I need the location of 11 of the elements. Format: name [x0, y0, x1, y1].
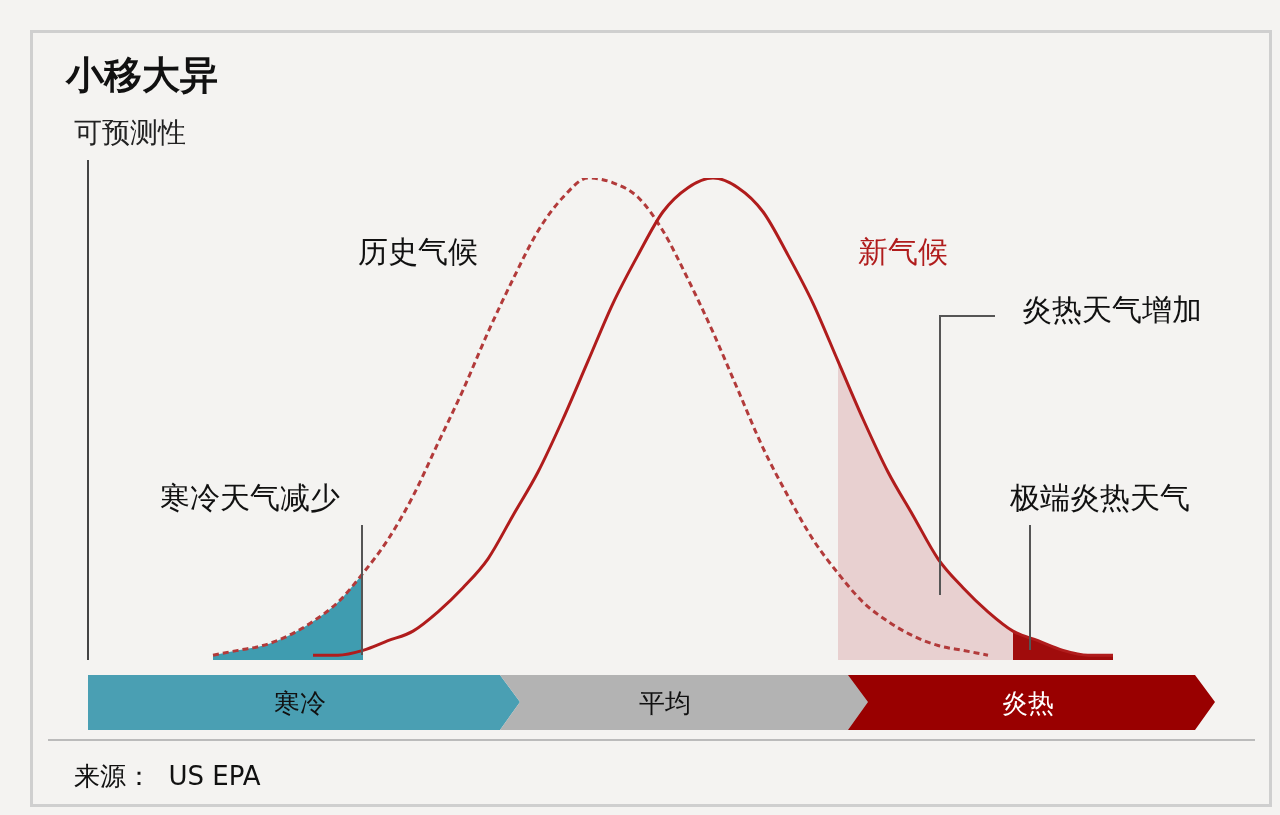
text: 寒冷天气减少: [160, 480, 340, 515]
text: 极端炎热天气: [1009, 480, 1190, 515]
text: 炎热: [1002, 688, 1054, 718]
chart-title: 小移大异: [66, 52, 218, 99]
text: 寒冷: [274, 688, 326, 718]
text: 炎热天气增加: [1022, 292, 1202, 327]
series-label: 历史气候: [358, 234, 478, 269]
source-note: 来源： US EPA: [74, 761, 261, 791]
series-label: 新气候: [858, 234, 948, 269]
text: 平均: [639, 688, 691, 718]
y-axis-title: 可预测性: [74, 115, 186, 151]
